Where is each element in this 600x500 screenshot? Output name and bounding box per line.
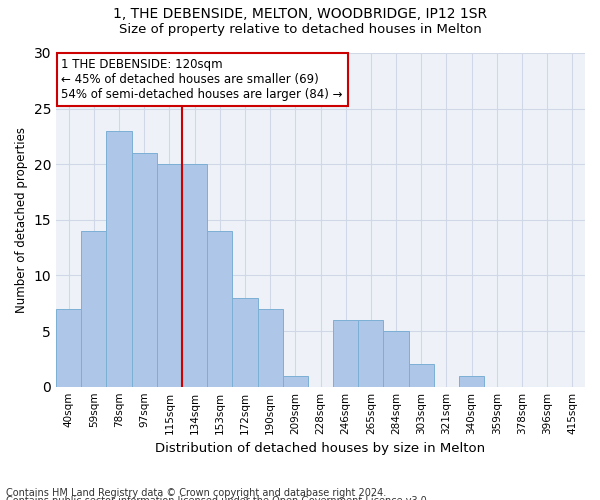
Y-axis label: Number of detached properties: Number of detached properties [15, 127, 28, 313]
Bar [182, 164, 207, 386]
Bar [56, 309, 81, 386]
Bar [207, 231, 232, 386]
Text: Size of property relative to detached houses in Melton: Size of property relative to detached ho… [119, 22, 481, 36]
Bar [81, 231, 106, 386]
Bar [106, 131, 131, 386]
Bar [257, 309, 283, 386]
Text: 1 THE DEBENSIDE: 120sqm
← 45% of detached houses are smaller (69)
54% of semi-de: 1 THE DEBENSIDE: 120sqm ← 45% of detache… [61, 58, 343, 101]
Bar [333, 320, 358, 386]
Bar [283, 376, 308, 386]
Bar [358, 320, 383, 386]
Bar [383, 331, 409, 386]
Text: 1, THE DEBENSIDE, MELTON, WOODBRIDGE, IP12 1SR: 1, THE DEBENSIDE, MELTON, WOODBRIDGE, IP… [113, 8, 487, 22]
Bar [232, 298, 257, 386]
Text: Contains HM Land Registry data © Crown copyright and database right 2024.: Contains HM Land Registry data © Crown c… [6, 488, 386, 498]
Bar [131, 153, 157, 386]
Bar [409, 364, 434, 386]
Bar [459, 376, 484, 386]
Text: Contains public sector information licensed under the Open Government Licence v3: Contains public sector information licen… [6, 496, 430, 500]
X-axis label: Distribution of detached houses by size in Melton: Distribution of detached houses by size … [155, 442, 485, 455]
Bar [157, 164, 182, 386]
